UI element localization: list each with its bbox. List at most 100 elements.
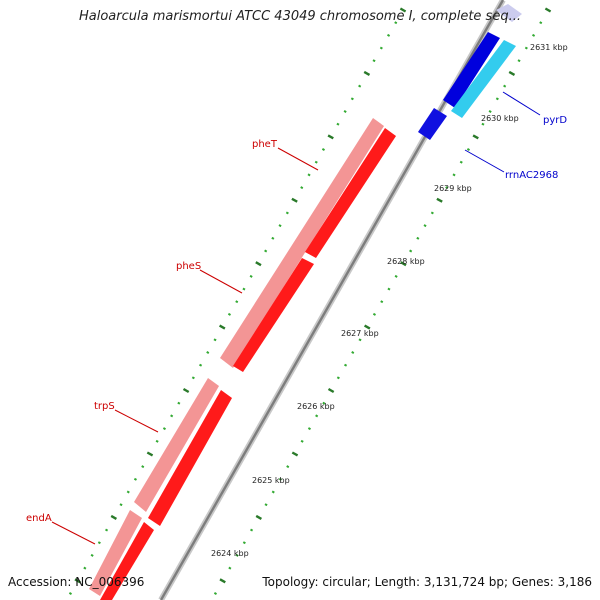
inner-tick-44 xyxy=(228,566,232,570)
gene-label-pheT[interactable]: pheT xyxy=(252,139,278,150)
outer-tick-0 xyxy=(399,7,407,13)
inner-tick-31 xyxy=(322,401,326,405)
gene-blue-arrow-1[interactable] xyxy=(443,32,500,108)
outer-tick-17 xyxy=(278,224,282,228)
outer-tick-16 xyxy=(285,211,289,215)
outer-tick-33 xyxy=(162,427,166,431)
scale-label-2628: 2628 kbp xyxy=(387,257,425,266)
outer-tick-35 xyxy=(146,451,154,457)
inner-tick-21 xyxy=(394,274,398,278)
leader-pheT xyxy=(277,147,319,171)
scale-label-2627: 2627 kbp xyxy=(341,329,379,338)
inner-tick-37 xyxy=(278,477,282,481)
outer-tick-38 xyxy=(126,490,130,494)
outer-tick-43 xyxy=(90,553,94,557)
inner-tick-39 xyxy=(264,503,268,507)
outer-tick-5 xyxy=(363,70,371,76)
outer-tick-30 xyxy=(182,387,190,394)
inner-tick-5 xyxy=(508,70,516,76)
gene-pyrD-arrow[interactable] xyxy=(451,40,516,118)
gene-label-endA[interactable]: endA xyxy=(26,513,52,524)
leader-pheS xyxy=(199,269,243,294)
outer-tick-11 xyxy=(321,148,325,151)
outer-tick-41 xyxy=(105,528,109,532)
inner-tick-46 xyxy=(213,592,217,595)
scale-ticks xyxy=(68,7,552,595)
leader-endA xyxy=(51,521,96,545)
gene-pheT-pheS-block[interactable] xyxy=(220,118,384,368)
forward-strand-genes xyxy=(89,118,384,596)
inner-tick-26 xyxy=(358,338,362,342)
gene-trpS-arrow[interactable] xyxy=(148,390,232,526)
outer-tick-6 xyxy=(358,84,362,88)
inner-tick-11 xyxy=(466,148,470,151)
inner-tick-1 xyxy=(539,21,543,25)
inner-tick-28 xyxy=(344,363,348,367)
outer-tick-24 xyxy=(227,312,231,316)
outer-tick-40 xyxy=(110,514,117,520)
map-title: Haloarcula marismortui ATCC 43049 chromo… xyxy=(79,9,521,24)
gene-label-pyrD[interactable]: pyrD xyxy=(543,115,567,126)
leader-rrnAC2968 xyxy=(464,149,505,173)
gene-pheT-arrow[interactable] xyxy=(305,128,396,258)
outer-tick-21 xyxy=(249,274,253,278)
inner-tick-13 xyxy=(452,173,456,177)
outer-tick-28 xyxy=(199,363,203,367)
gene-label-pheS[interactable]: pheS xyxy=(176,261,201,272)
outer-tick-15 xyxy=(291,197,298,203)
outer-tick-7 xyxy=(350,97,354,101)
gene-blue-arrow-2[interactable] xyxy=(418,108,447,140)
gene-pheS-arrow[interactable] xyxy=(233,258,314,372)
outer-tick-8 xyxy=(343,110,347,113)
inner-tick-10 xyxy=(472,134,479,140)
inner-tick-43 xyxy=(235,553,239,557)
outer-tick-26 xyxy=(213,338,217,342)
inner-tick-15 xyxy=(436,197,443,203)
inner-tick-42 xyxy=(242,541,246,545)
inner-tick-23 xyxy=(380,300,384,304)
inner-tick-8 xyxy=(488,110,492,113)
outer-tick-23 xyxy=(235,300,239,304)
gene-trpS-block[interactable] xyxy=(134,378,219,512)
outer-tick-39 xyxy=(119,503,123,507)
inner-tick-22 xyxy=(387,287,391,291)
inner-tick-6 xyxy=(503,84,507,88)
inner-tick-41 xyxy=(250,528,254,532)
outer-tick-10 xyxy=(327,134,334,140)
rrna-highlight-feature[interactable] xyxy=(496,4,522,22)
gene-label-leaders xyxy=(51,91,541,545)
inner-tick-29 xyxy=(336,376,340,380)
inner-tick-14 xyxy=(445,186,449,190)
inner-tick-9 xyxy=(481,122,485,126)
reverse-strand-genes xyxy=(100,128,396,600)
inner-tick-34 xyxy=(300,439,304,443)
inner-tick-20 xyxy=(400,261,407,267)
inner-tick-17 xyxy=(423,224,427,228)
gene-endA-block[interactable] xyxy=(89,510,142,596)
inner-tick-33 xyxy=(307,427,311,431)
topology-summary: Topology: circular; Length: 3,131,724 bp… xyxy=(262,575,592,589)
scale-label-2629: 2629 kbp xyxy=(434,184,472,193)
inner-tick-7 xyxy=(495,97,499,101)
gene-label-rrnAC2968[interactable]: rrnAC2968 xyxy=(505,170,558,181)
outer-tick-22 xyxy=(242,287,246,291)
outer-tick-34 xyxy=(155,439,159,443)
inner-tick-40 xyxy=(255,514,262,520)
outer-tick-44 xyxy=(83,566,87,570)
gene-label-trpS[interactable]: trpS xyxy=(94,401,115,412)
scale-labels: 2624 kbp 2625 kbp 2626 kbp 2627 kbp 2628… xyxy=(211,43,568,558)
inner-tick-2 xyxy=(532,33,536,37)
inner-tick-35 xyxy=(291,451,299,457)
outer-tick-42 xyxy=(97,541,101,545)
leader-pyrD xyxy=(502,91,541,116)
inner-tick-0 xyxy=(544,7,552,13)
scale-label-2631: 2631 kbp xyxy=(530,43,568,52)
outer-tick-19 xyxy=(264,249,268,253)
outer-tick-29 xyxy=(191,376,195,380)
inner-tick-12 xyxy=(459,160,463,164)
inner-tick-38 xyxy=(271,490,275,494)
gene-labels: endA trpS pheS pheT rrnAC2968 pyrD xyxy=(26,115,567,524)
gene-endA-arrow[interactable] xyxy=(100,522,154,600)
scale-label-2630: 2630 kbp xyxy=(481,114,519,123)
inner-tick-36 xyxy=(286,465,290,469)
